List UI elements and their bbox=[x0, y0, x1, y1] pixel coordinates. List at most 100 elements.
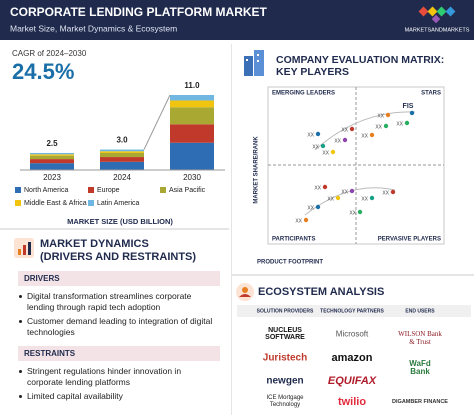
brand-name: MARKETSANDMARKETS bbox=[405, 27, 470, 33]
player-label: XX bbox=[295, 218, 302, 224]
player-dot bbox=[357, 209, 363, 215]
player-dot bbox=[349, 188, 355, 194]
divider bbox=[231, 44, 232, 415]
growth-connector bbox=[143, 94, 171, 150]
bar-segment bbox=[170, 100, 214, 108]
matrix-title: KEY PLAYERS bbox=[276, 66, 349, 78]
bar-segment bbox=[100, 151, 144, 153]
driver-list: Digital transformation streamlines corpo… bbox=[18, 291, 218, 341]
matrix-arc bbox=[314, 111, 416, 151]
restraint-item: Stringent regulations hinder innovation … bbox=[18, 366, 218, 388]
bar-segment bbox=[170, 142, 214, 170]
header-bar bbox=[0, 0, 474, 40]
bar-segment bbox=[100, 157, 144, 162]
player-dot bbox=[369, 195, 375, 201]
legend-swatch bbox=[88, 187, 94, 193]
bar-segment bbox=[30, 155, 74, 160]
ecosystem-logo: Microsoft bbox=[335, 329, 369, 339]
ecosystem-column-title: TECHNOLOGY PARTNERS bbox=[320, 308, 384, 314]
player-dot bbox=[330, 149, 336, 155]
bar-segment bbox=[30, 163, 74, 170]
restraint-item: Limited capital availability bbox=[18, 391, 218, 402]
ecosystem-logo: twilio bbox=[337, 396, 367, 408]
total-label: 2.5 bbox=[46, 139, 58, 148]
player-label: XX bbox=[375, 124, 382, 130]
dynamics-icon bbox=[14, 238, 34, 258]
divider bbox=[232, 274, 474, 276]
matrix-x-label: PRODUCT FOOTPRINT bbox=[257, 260, 323, 266]
player-dot bbox=[409, 110, 415, 116]
ecosystem-column-title: END USERS bbox=[405, 308, 435, 314]
player-dot bbox=[322, 184, 328, 190]
dynamics-title: MARKET DYNAMICS bbox=[40, 238, 149, 250]
player-dot bbox=[383, 123, 389, 129]
cagr-label: CAGR of 2024–2030 bbox=[12, 49, 87, 58]
player-label: XX bbox=[361, 133, 368, 139]
restraint-list: Stringent regulations hinder innovation … bbox=[18, 366, 218, 405]
legend-swatch bbox=[160, 187, 166, 193]
player-dot bbox=[404, 120, 410, 126]
ecosystem-header bbox=[237, 305, 471, 317]
x-tick-label: 2023 bbox=[43, 173, 61, 182]
ecosystem-logo: WILSON Bank & Trust bbox=[398, 330, 442, 346]
cagr-value: 24.5% bbox=[12, 59, 74, 84]
ecosystem-logo: newgen bbox=[266, 375, 304, 387]
legend-label: Asia Pacific bbox=[169, 187, 206, 194]
player-label: XX bbox=[377, 113, 384, 119]
player-label: XX bbox=[307, 205, 314, 211]
ecosystem-logo: DIGAMBER FINANCE bbox=[392, 399, 448, 405]
ecosystem-logo: ICE Mortgage Technology bbox=[266, 395, 304, 408]
total-label: 3.0 bbox=[116, 136, 128, 145]
legend-label: Middle East & Africa bbox=[24, 200, 87, 207]
player-label: XX bbox=[396, 121, 403, 127]
x-tick-label: 2024 bbox=[113, 173, 131, 182]
bar-segment bbox=[170, 124, 214, 143]
ecosystem-logo: WaFd Bank bbox=[409, 359, 431, 376]
player-label: XX bbox=[361, 196, 368, 202]
player-label: XX bbox=[322, 150, 329, 156]
page-subtitle: Market Size, Market Dynamics & Ecosystem bbox=[10, 23, 177, 33]
ecosystem-logo: EQUIFAX bbox=[327, 375, 377, 387]
matrix-y-label: MARKET SHARE/RANK bbox=[254, 136, 260, 204]
player-label: XX bbox=[341, 189, 348, 195]
quadrant-label: STARS bbox=[421, 91, 441, 97]
ecosystem-title: ECOSYSTEM ANALYSIS bbox=[258, 286, 384, 298]
player-label: XX bbox=[307, 132, 314, 138]
legend-label: Europe bbox=[97, 187, 120, 194]
legend-swatch bbox=[15, 200, 21, 206]
total-label: 11.0 bbox=[184, 81, 200, 90]
player-label: FIS bbox=[403, 103, 414, 110]
x-tick-label: 2030 bbox=[183, 173, 201, 182]
matrix-icon bbox=[244, 50, 264, 76]
bar-segment bbox=[30, 154, 74, 156]
driver-item: Digital transformation streamlines corpo… bbox=[18, 291, 218, 313]
matrix-title: COMPANY EVALUATION MATRIX: bbox=[276, 54, 444, 66]
player-label: XX bbox=[327, 196, 334, 202]
player-dot bbox=[342, 137, 348, 143]
player-dot bbox=[303, 217, 309, 223]
legend-swatch bbox=[15, 187, 21, 193]
legend-swatch bbox=[88, 200, 94, 206]
player-dot bbox=[369, 132, 375, 138]
ecosystem-logo: Juristech bbox=[262, 352, 308, 364]
player-dot bbox=[335, 195, 341, 201]
player-label: XX bbox=[349, 210, 356, 216]
player-label: XX bbox=[382, 190, 389, 196]
divider bbox=[0, 228, 229, 230]
bar-segment bbox=[170, 107, 214, 125]
ecosystem-logo: amazon bbox=[331, 352, 373, 364]
bar-segment bbox=[170, 95, 214, 101]
ecosystem-column-title: SOLUTION PROVIDERS bbox=[257, 308, 314, 314]
player-label: XX bbox=[334, 138, 341, 144]
chart-x-label: MARKET SIZE (USD BILLION) bbox=[67, 217, 173, 226]
bar-segment bbox=[30, 159, 74, 164]
ecosystem-logo: NUCLEUS SOFTWARE bbox=[265, 327, 305, 341]
bar-segment bbox=[100, 161, 144, 170]
section-tag: RESTRAINTS bbox=[18, 346, 220, 361]
player-dot bbox=[320, 143, 326, 149]
player-label: XX bbox=[312, 144, 319, 150]
legend-label: North America bbox=[24, 187, 68, 194]
legend-label: Latin America bbox=[97, 200, 140, 207]
player-dot bbox=[390, 189, 396, 195]
page-title: CORPORATE LENDING PLATFORM MARKET bbox=[10, 5, 268, 19]
